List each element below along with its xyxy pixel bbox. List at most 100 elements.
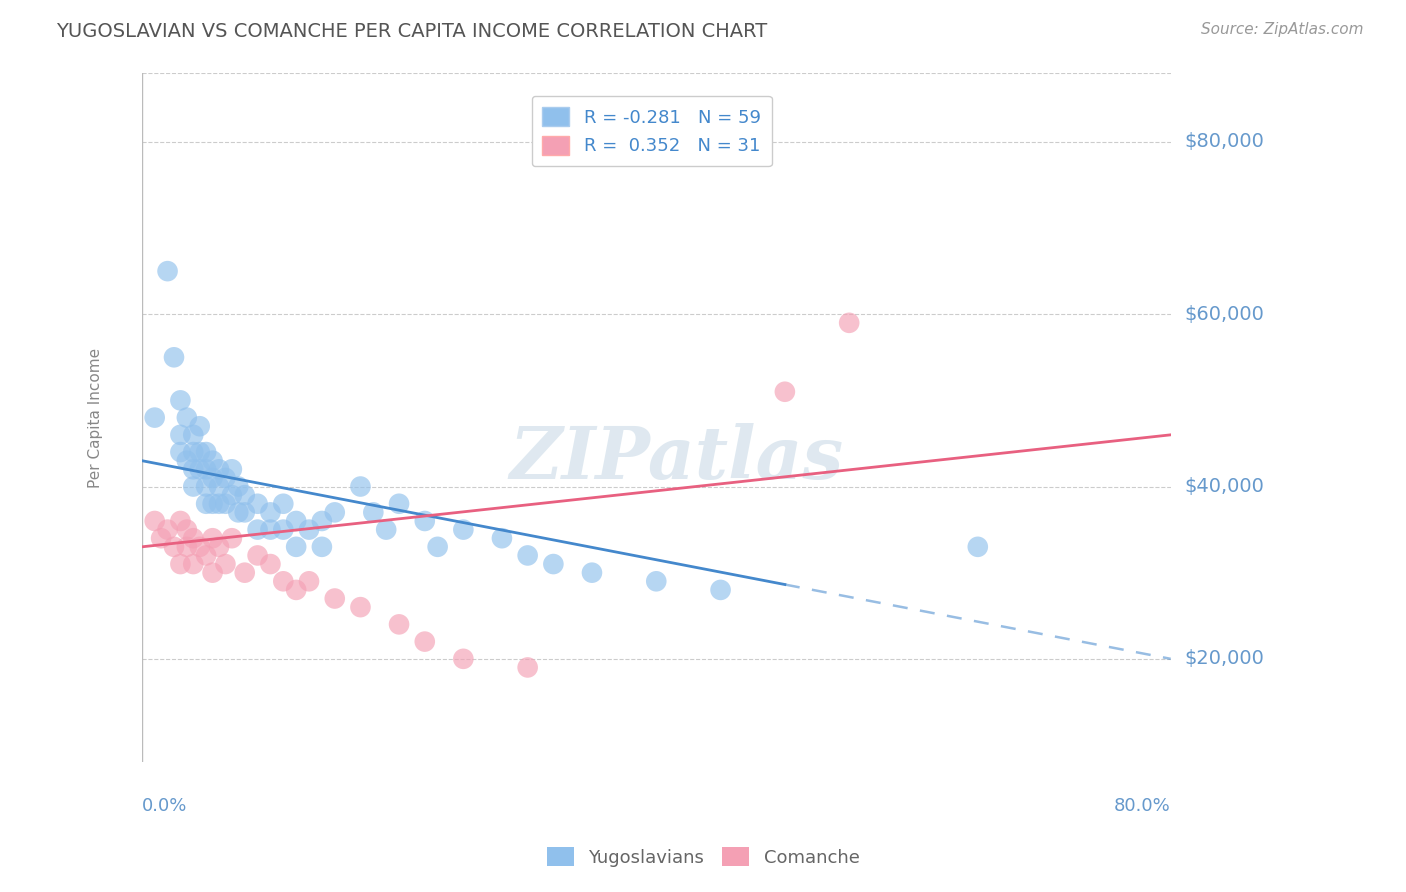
Point — [375, 523, 398, 537]
Point — [176, 540, 198, 554]
Point — [188, 419, 211, 434]
Point — [188, 462, 211, 476]
Point — [491, 531, 513, 545]
Legend: R = -0.281   N = 59, R =  0.352   N = 31: R = -0.281 N = 59, R = 0.352 N = 31 — [531, 95, 772, 166]
Text: ZIPatlas: ZIPatlas — [510, 424, 844, 494]
Point — [176, 523, 198, 537]
Point — [163, 351, 186, 365]
Point — [285, 514, 308, 528]
Point — [201, 471, 224, 485]
Point — [285, 540, 308, 554]
Point — [221, 462, 243, 476]
Point — [298, 574, 321, 589]
Text: $20,000: $20,000 — [1185, 649, 1264, 668]
Point — [201, 497, 224, 511]
Point — [195, 549, 218, 563]
Text: YUGOSLAVIAN VS COMANCHE PER CAPITA INCOME CORRELATION CHART: YUGOSLAVIAN VS COMANCHE PER CAPITA INCOM… — [56, 22, 768, 41]
Point — [271, 497, 294, 511]
Text: 80.0%: 80.0% — [1114, 797, 1171, 814]
Text: $60,000: $60,000 — [1185, 305, 1264, 324]
Point — [271, 523, 294, 537]
Point — [169, 445, 191, 459]
Point — [453, 652, 475, 666]
Point — [181, 427, 204, 442]
Point — [388, 617, 411, 632]
Point — [176, 453, 198, 467]
Point — [181, 531, 204, 545]
Point — [143, 410, 166, 425]
Point — [349, 600, 371, 615]
Point — [226, 479, 249, 493]
Point — [181, 462, 204, 476]
Point — [221, 531, 243, 545]
Point — [516, 660, 538, 674]
Point — [201, 531, 224, 545]
Point — [233, 566, 256, 580]
Point — [156, 264, 179, 278]
Point — [645, 574, 668, 589]
Point — [259, 557, 281, 571]
Point — [233, 488, 256, 502]
Point — [156, 523, 179, 537]
Point — [285, 582, 308, 597]
Point — [426, 540, 449, 554]
Text: 0.0%: 0.0% — [142, 797, 187, 814]
Point — [311, 514, 333, 528]
Point — [169, 427, 191, 442]
Point — [195, 497, 218, 511]
Text: $40,000: $40,000 — [1185, 477, 1264, 496]
Point — [323, 591, 346, 606]
Point — [143, 514, 166, 528]
Point — [150, 531, 173, 545]
Point — [208, 497, 231, 511]
Point — [581, 566, 603, 580]
Point — [169, 393, 191, 408]
Point — [181, 445, 204, 459]
Point — [214, 471, 236, 485]
Point — [709, 582, 731, 597]
Point — [259, 505, 281, 519]
Point — [226, 505, 249, 519]
Point — [208, 540, 231, 554]
Point — [221, 488, 243, 502]
Point — [181, 557, 204, 571]
Point — [181, 479, 204, 493]
Point — [311, 540, 333, 554]
Point — [169, 514, 191, 528]
Point — [259, 523, 281, 537]
Point — [363, 505, 385, 519]
Point — [246, 523, 269, 537]
Point — [388, 497, 411, 511]
Point — [453, 523, 475, 537]
Point — [233, 505, 256, 519]
Point — [188, 540, 211, 554]
Point — [298, 523, 321, 537]
Point — [349, 479, 371, 493]
Point — [195, 462, 218, 476]
Text: $80,000: $80,000 — [1185, 132, 1264, 152]
Point — [208, 462, 231, 476]
Point — [169, 557, 191, 571]
Point — [176, 410, 198, 425]
Point — [543, 557, 565, 571]
Point — [201, 453, 224, 467]
Point — [966, 540, 988, 554]
Point — [208, 479, 231, 493]
Point — [413, 634, 436, 648]
Point — [773, 384, 796, 399]
Point — [163, 540, 186, 554]
Point — [323, 505, 346, 519]
Text: Source: ZipAtlas.com: Source: ZipAtlas.com — [1201, 22, 1364, 37]
Point — [838, 316, 860, 330]
Point — [214, 497, 236, 511]
Point — [195, 479, 218, 493]
Point — [201, 566, 224, 580]
Point — [214, 557, 236, 571]
Point — [246, 497, 269, 511]
Point — [195, 445, 218, 459]
Text: Per Capita Income: Per Capita Income — [89, 348, 103, 488]
Point — [516, 549, 538, 563]
Point — [271, 574, 294, 589]
Point — [188, 445, 211, 459]
Point — [246, 549, 269, 563]
